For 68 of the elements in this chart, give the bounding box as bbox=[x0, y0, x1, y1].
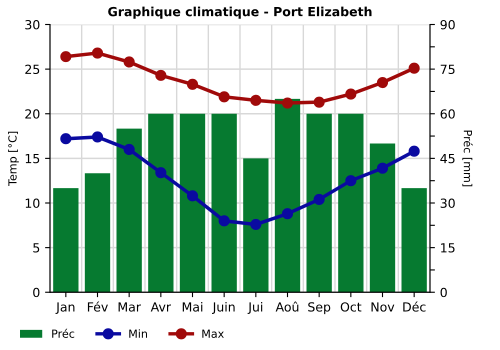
y2-axis-title: Préc [mm] bbox=[462, 130, 473, 186]
point bbox=[345, 175, 356, 186]
x-tick-label: Jan bbox=[56, 302, 74, 314]
y2-tick-label: 75 bbox=[440, 64, 455, 74]
point bbox=[376, 76, 388, 88]
y-tick-label: 15 bbox=[26, 154, 40, 164]
point bbox=[60, 51, 72, 62]
y-tick-label: 30 bbox=[25, 20, 40, 30]
y-tick-label: 5 bbox=[33, 243, 40, 253]
bar bbox=[306, 114, 332, 292]
point bbox=[155, 70, 166, 81]
bar bbox=[243, 158, 268, 292]
point bbox=[124, 144, 135, 156]
bar bbox=[402, 188, 427, 292]
y-axis-title: Temp [°C] bbox=[8, 132, 19, 186]
x-tick-label: Juin bbox=[212, 302, 235, 314]
x-tick-label: Jui bbox=[248, 302, 262, 314]
point bbox=[218, 91, 230, 102]
x-tick-label: Fév bbox=[88, 301, 108, 312]
point bbox=[186, 190, 198, 202]
point bbox=[376, 162, 388, 174]
bar bbox=[84, 173, 110, 292]
point bbox=[408, 62, 420, 74]
x-tick-label: Aoû bbox=[276, 301, 298, 312]
x-tick-label: Sep bbox=[308, 302, 330, 314]
point bbox=[250, 218, 262, 230]
point bbox=[92, 131, 104, 143]
point bbox=[282, 97, 294, 109]
point bbox=[186, 78, 198, 90]
y2-tick-label: 90 bbox=[440, 20, 455, 30]
y2-tick-label: 30 bbox=[440, 198, 455, 208]
x-tick-label: Oct bbox=[340, 302, 362, 312]
y2-tick-label: 60 bbox=[440, 109, 455, 119]
y2-tick-label: 45 bbox=[440, 154, 455, 164]
point bbox=[314, 96, 325, 108]
x-tick-label: Nov bbox=[372, 302, 394, 312]
legend-label: Préc bbox=[52, 328, 74, 338]
bar bbox=[212, 114, 237, 292]
point bbox=[218, 215, 230, 226]
bar bbox=[53, 188, 78, 292]
point bbox=[92, 48, 104, 59]
point bbox=[60, 133, 72, 144]
y-tick-label: 20 bbox=[25, 109, 40, 119]
y-tick-label: 0 bbox=[33, 288, 40, 298]
x-tick-label: Mai bbox=[182, 302, 202, 312]
bar bbox=[274, 98, 300, 292]
point bbox=[314, 194, 325, 205]
legend-label: Min bbox=[129, 329, 147, 338]
bar bbox=[180, 114, 206, 292]
y-tick-label: 25 bbox=[25, 64, 40, 74]
point bbox=[155, 167, 166, 178]
point bbox=[282, 208, 294, 220]
point bbox=[124, 56, 135, 68]
y2-tick-label: 0 bbox=[440, 288, 447, 298]
bar bbox=[338, 114, 364, 292]
x-tick-label: Déc bbox=[403, 301, 426, 312]
point bbox=[345, 88, 356, 100]
legend-label: Max bbox=[202, 330, 224, 338]
bar bbox=[370, 144, 396, 292]
bar bbox=[148, 114, 174, 292]
bar bbox=[116, 128, 142, 292]
x-tick-label: Mar bbox=[118, 302, 141, 312]
point bbox=[250, 94, 262, 106]
y-tick-label: 10 bbox=[26, 198, 40, 208]
y2-tick-label: 15 bbox=[441, 243, 455, 253]
x-tick-label: Avr bbox=[150, 302, 172, 312]
point bbox=[408, 146, 420, 157]
chart-title: Graphique climatique - Port Elizabeth bbox=[108, 6, 372, 19]
